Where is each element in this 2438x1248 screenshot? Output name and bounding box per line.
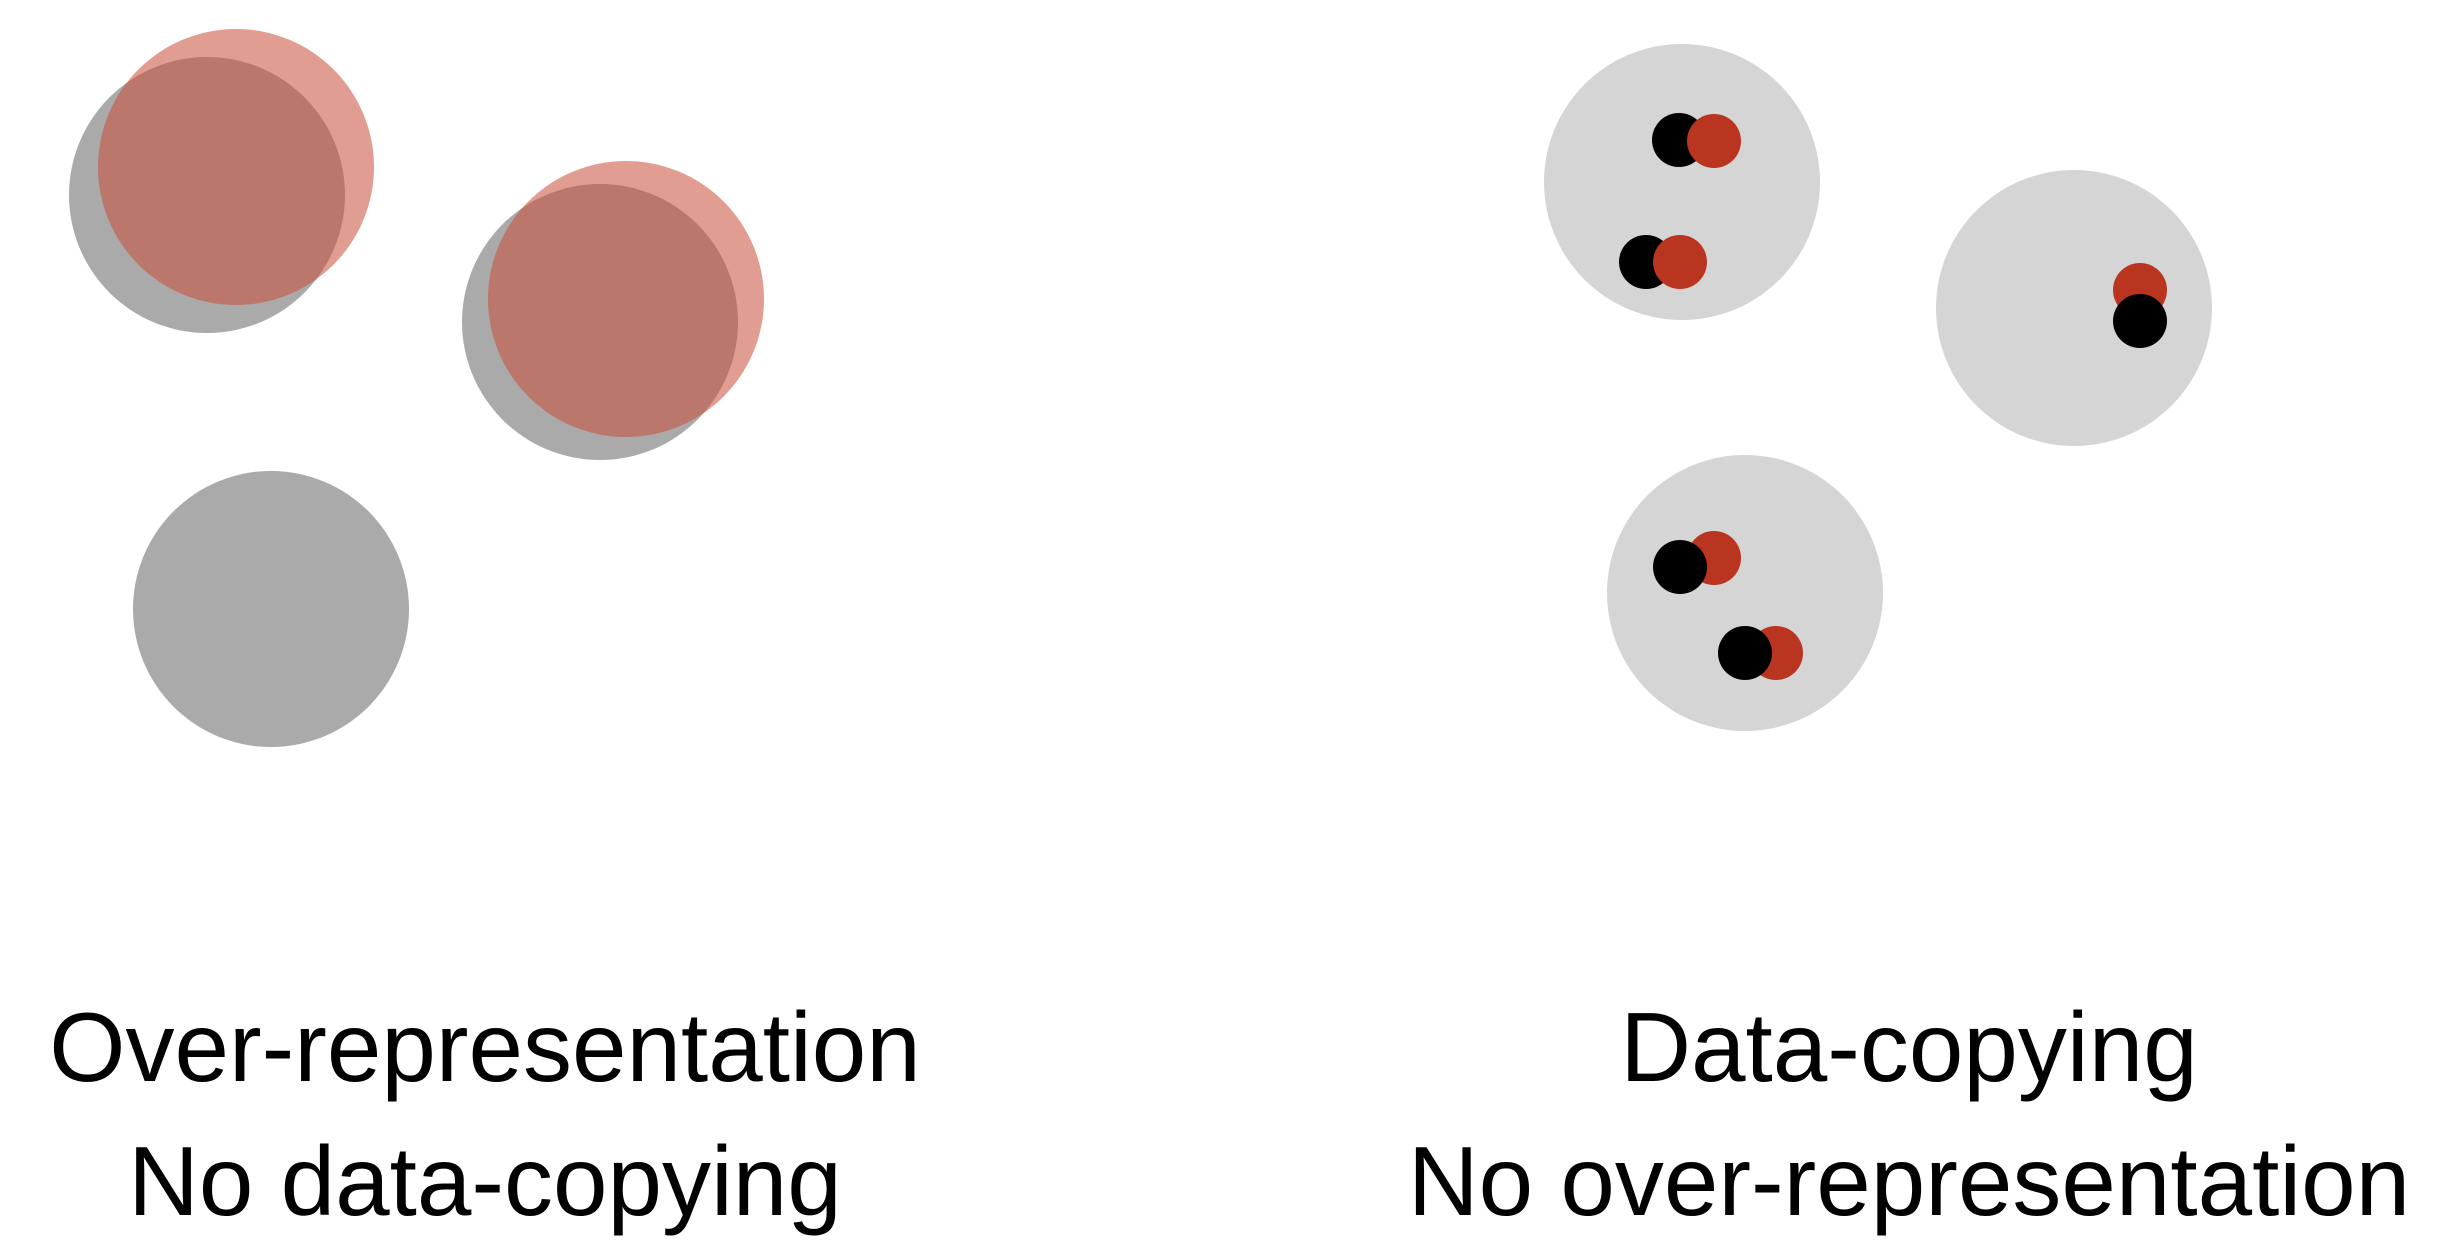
generated-region-circle (98, 29, 374, 305)
caption-line-no-over-representation: No over-representation (1407, 1126, 2411, 1236)
copied-point (1653, 235, 1707, 289)
region-circle (1936, 170, 2212, 446)
training-point (2113, 294, 2167, 348)
caption-line-data-copying: Data-copying (1620, 992, 2198, 1102)
left-panel (69, 29, 764, 747)
copied-point (1687, 114, 1741, 168)
right-panel (1544, 44, 2212, 731)
training-region-circle (133, 471, 409, 747)
cluster-pair (462, 161, 764, 460)
caption-line-no-data-copying: No data-copying (128, 1126, 842, 1236)
left-panel-caption: Over-representation No data-copying (0, 980, 970, 1248)
right-panel-caption: Data-copying No over-representation (1380, 980, 2438, 1248)
cluster-pair (69, 29, 374, 333)
training-point (1718, 626, 1772, 680)
region-circle (1544, 44, 1820, 320)
caption-line-over-representation: Over-representation (49, 992, 921, 1102)
region-circle (1607, 455, 1883, 731)
training-point (1653, 540, 1707, 594)
generated-region-circle (488, 161, 764, 437)
